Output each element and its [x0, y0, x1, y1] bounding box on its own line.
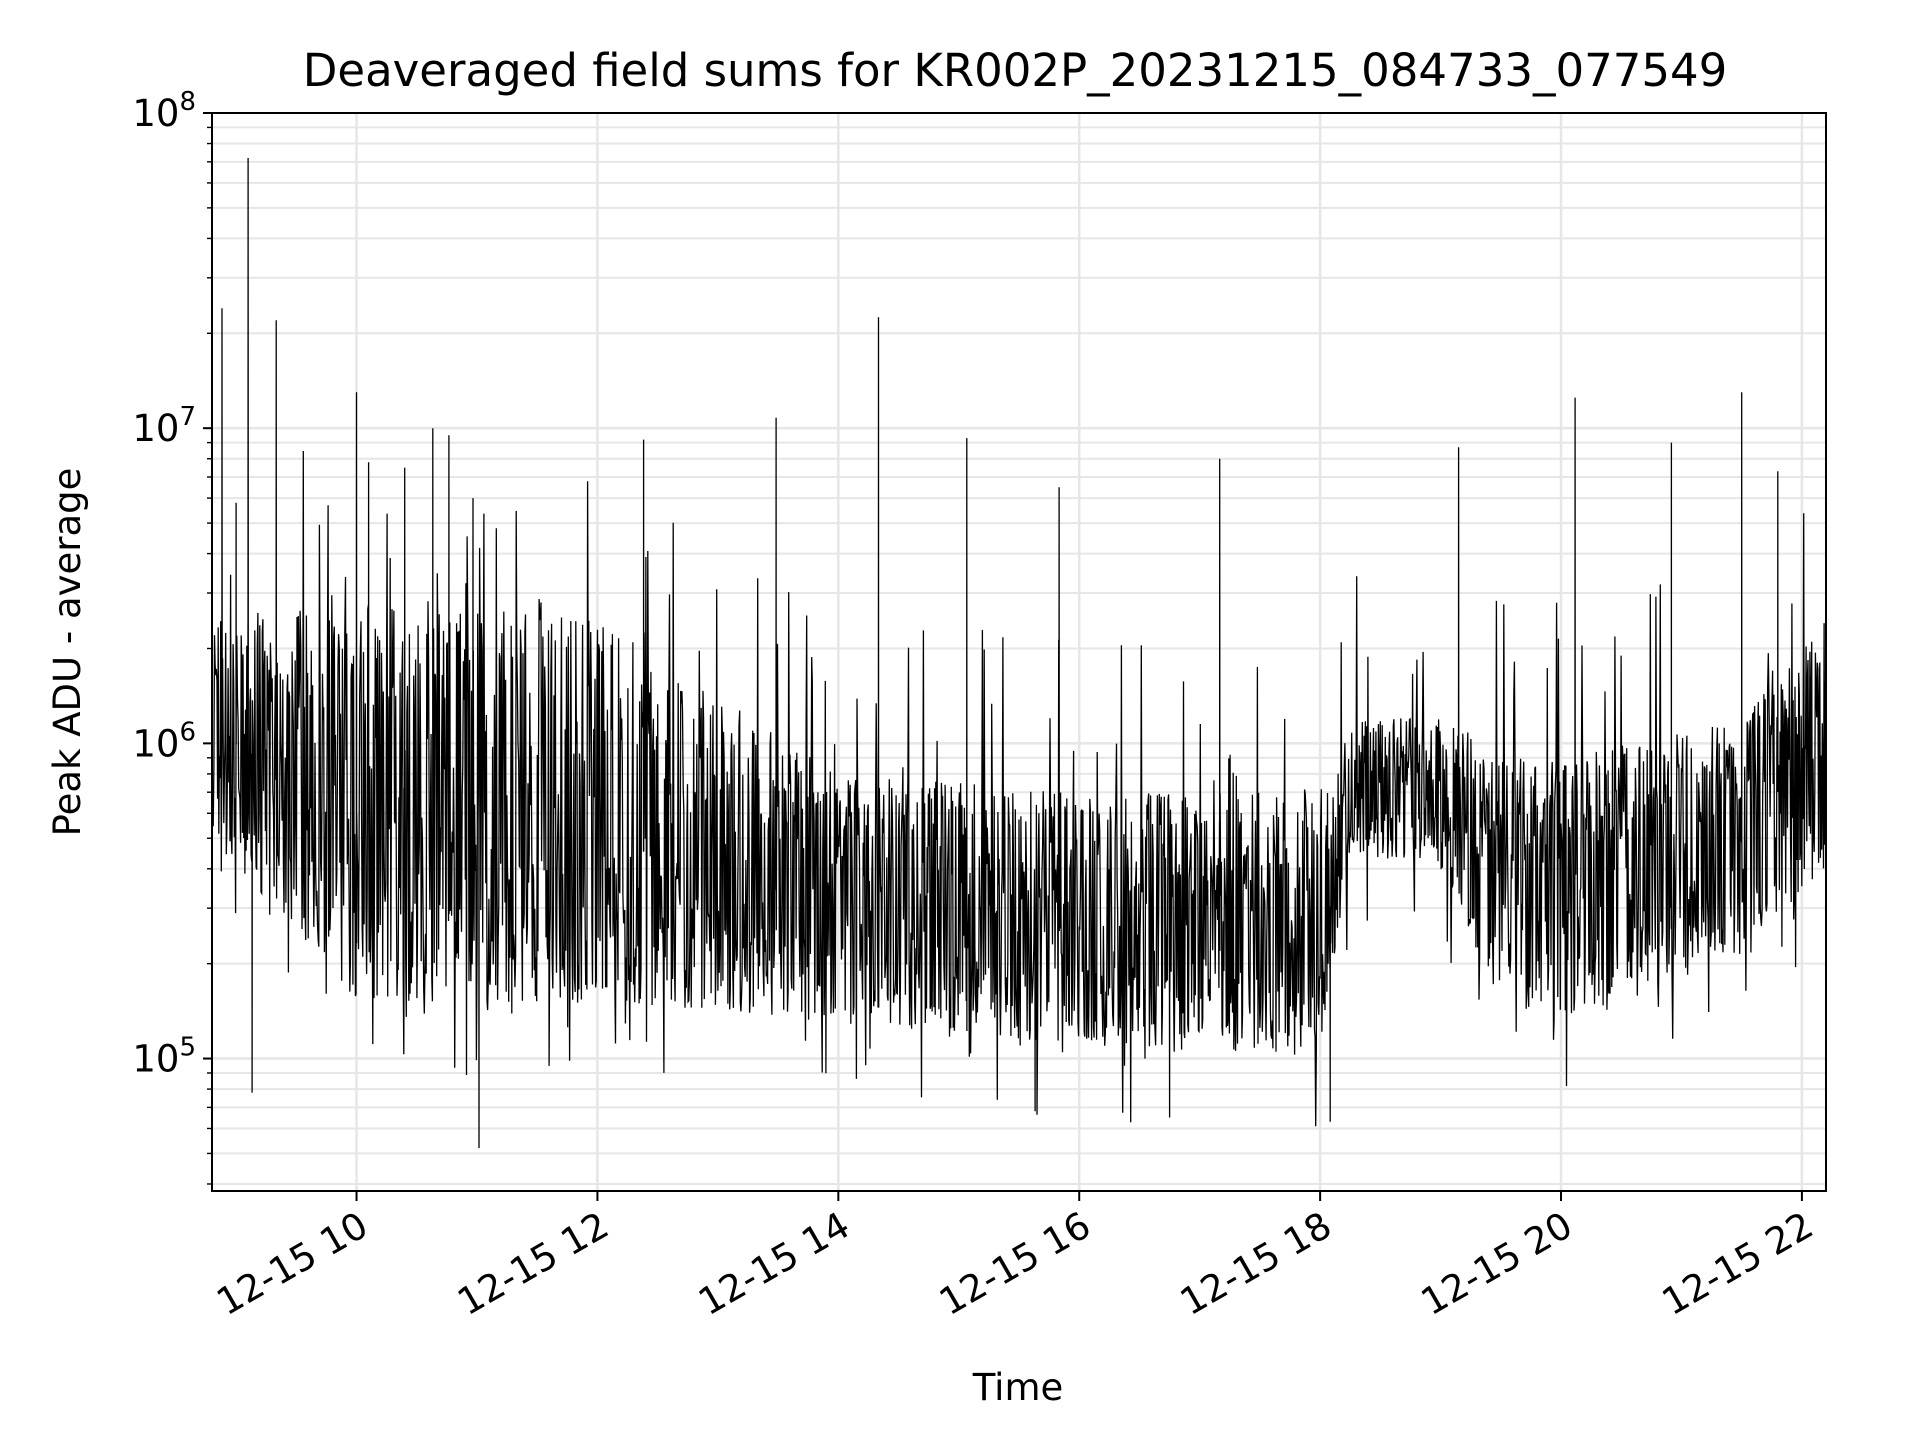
y-tick-label: 108 [132, 87, 196, 135]
y-axis-label: Peak ADU - average [46, 468, 89, 837]
x-axis-label: Time [972, 1366, 1064, 1409]
y-tick-label: 106 [132, 717, 196, 765]
y-axis: 105 106 107 108 [132, 87, 212, 1185]
data-series [211, 157, 1827, 1149]
chart-title: Deaveraged field sums for KR002P_2023121… [303, 44, 1727, 97]
y-tick-label: 107 [132, 402, 196, 450]
y-tick-label: 105 [132, 1033, 196, 1081]
plot-area-frame [211, 112, 1827, 1192]
series-line [211, 157, 1827, 1149]
